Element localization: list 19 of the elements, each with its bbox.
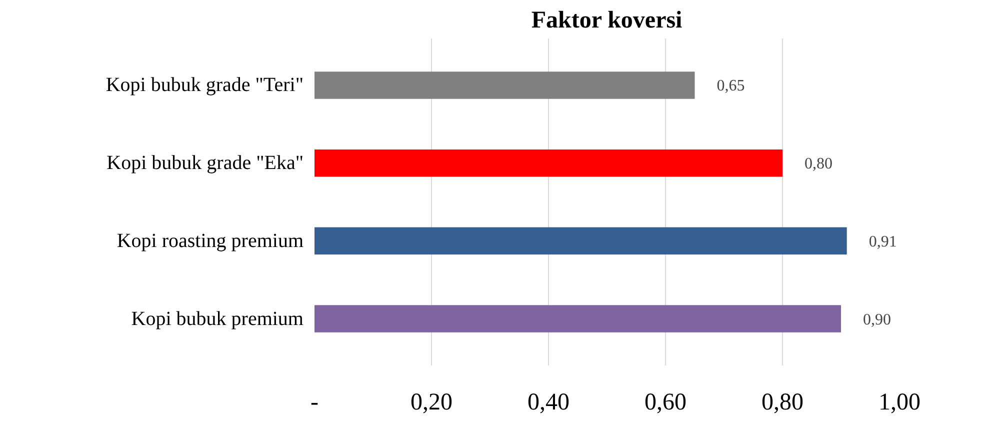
y-tick-label: Kopi bubuk grade "Teri": [106, 74, 304, 96]
x-tick-label: 0,60: [644, 390, 686, 416]
bar: [314, 227, 847, 255]
x-tick-label: 0,40: [528, 390, 570, 416]
x-tick-label: -: [310, 390, 319, 416]
data-label: 0,65: [716, 78, 745, 95]
y-tick-label: Kopi roasting premium: [116, 230, 304, 252]
y-tick-label: Kopi bubuk premium: [131, 308, 304, 330]
data-label: 0,91: [868, 233, 897, 250]
chart-title: Faktor koversi: [531, 8, 683, 34]
y-tick-label: Kopi bubuk grade "Eka": [106, 152, 304, 174]
x-tick-label: 0,20: [410, 390, 452, 416]
data-label: 0,80: [804, 156, 832, 173]
x-tick-label: 0,80: [762, 390, 804, 416]
data-label: 0,90: [863, 311, 891, 328]
bar: [314, 305, 841, 332]
bar: [314, 72, 695, 99]
bar: [314, 149, 782, 177]
x-tick-label: 1,00: [878, 390, 920, 416]
